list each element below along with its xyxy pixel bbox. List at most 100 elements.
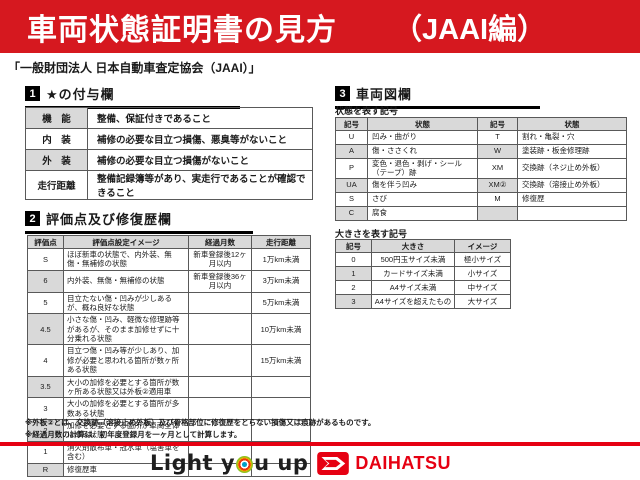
light-you-up-slogan: Light y u up <box>150 451 308 475</box>
table-header-row: 記号 状態 記号 状態 <box>335 117 627 131</box>
column-header: イメージ <box>454 239 511 253</box>
table-row: 3.5 大小の加修を必要とする箇所が数ヶ所ある状態又は外板②適用車 <box>27 375 311 399</box>
table-row: 機 能整備、保証付きであること <box>25 107 313 129</box>
section2-header: 2 評価点及び修復歴欄 <box>25 209 253 234</box>
table-cell: 目立つ傷・凹み等が少しあり、加修が必要と思われる箇所が数ヶ所ある状態 <box>63 344 189 377</box>
condition-table-label: 状態を表す記号 <box>335 106 399 116</box>
table-cell: 交換跡（ネジ止め外板） <box>517 157 627 180</box>
slogan-text-left: Light y <box>150 451 236 475</box>
table-cell: 整備記録簿等があり、実走行であることが確認できること <box>87 170 313 200</box>
table-cell: 走行距離 <box>25 170 88 200</box>
table-cell: 修復歴車 <box>63 462 189 477</box>
condition-symbols-table: 記号 状態 記号 状態 U 凹み・曲がり T 割れ・亀裂・穴 A 傷・ささくれ W 塗装跡・板… <box>335 117 627 222</box>
table-cell: XM <box>477 157 518 180</box>
footnotes: ※外板②とは、交換跡（溶接止め外板）及び骨格部位に修復歴をとらない損傷又は痕跡が… <box>25 417 375 440</box>
table-cell <box>188 375 252 399</box>
table-cell: 交換跡（溶接止め外板） <box>517 178 627 194</box>
table-cell: 大サイズ <box>454 294 511 309</box>
table-cell: U <box>335 130 368 145</box>
table-cell: 機 能 <box>25 107 88 129</box>
table-row: 内 装補修の必要な目立つ損傷、悪臭等がないこと <box>25 128 313 150</box>
table-cell: 4.5 <box>27 313 64 346</box>
table-cell <box>477 206 518 222</box>
daihatsu-logo: DAIHATSU <box>317 451 451 475</box>
table-cell: A <box>335 144 368 159</box>
table-cell: 内 装 <box>25 128 88 150</box>
size-symbols-table: 記号 大きさ イメージ 0 500円玉サイズ未満 極小サイズ 1 カードサイズ未満 小サイ… <box>335 239 511 309</box>
table-cell: 5万km未満 <box>251 291 311 315</box>
table-cell: 5 <box>27 291 64 315</box>
column-header: 評価点 <box>27 235 64 249</box>
column-header: 経過月数 <box>188 235 252 249</box>
table-cell: 外 装 <box>25 149 88 171</box>
table-cell: 大小の加修を必要とする箇所が数ヶ所ある状態又は外板②適用車 <box>63 375 189 399</box>
table-row: 1 消火剤散布車・冠水車（塩害車を含む） <box>27 440 311 464</box>
table-cell: 中サイズ <box>454 280 511 295</box>
table-cell: W <box>477 144 518 159</box>
table-cell: 補修の必要な目立つ損傷がないこと <box>87 149 313 171</box>
section3-number-badge: 3 <box>335 86 350 101</box>
column-header: 記号 <box>335 117 368 131</box>
table-cell: 傷を伴う凹み <box>367 178 478 194</box>
section2-number-badge: 2 <box>25 211 40 226</box>
table-cell: XM② <box>477 178 518 194</box>
table-cell: P <box>335 157 368 180</box>
table-row: C 腐食 <box>335 206 627 222</box>
table-cell <box>188 291 252 315</box>
table-cell: さび <box>367 192 478 208</box>
table-cell: 3 <box>335 294 372 309</box>
footer-divider-line <box>0 442 640 446</box>
table-cell: 15万km未満 <box>251 344 311 377</box>
column-header: 大きさ <box>371 239 455 253</box>
column-header: 記号 <box>335 239 372 253</box>
table-row: 走行距離 整備記録簿等があり、実走行であることが確認できること <box>25 170 313 200</box>
slogan-text-right: u up <box>254 451 309 475</box>
table-header-row: 評価点 評価点設定イメージ 経過月数 走行距離 <box>27 235 311 249</box>
table-cell: 極小サイズ <box>454 252 511 267</box>
table-row: 3 A4サイズを超えたもの 大サイズ <box>335 294 511 309</box>
table-cell: 3万km未満 <box>251 269 311 293</box>
table-row: 0 500円玉サイズ未満 極小サイズ <box>335 252 511 267</box>
table-cell: 内外装、無傷・無補修の状態 <box>63 269 189 293</box>
table-cell: 割れ・亀裂・穴 <box>517 130 627 145</box>
table-cell: 1万km未満 <box>251 248 311 271</box>
table-row: S ほぼ新車の状態で、内外装、無傷・無補修の状態 新車登録後12ヶ月以内 1万km未満 <box>27 248 311 271</box>
table-row: 4 目立つ傷・凹み等が少しあり、加修が必要と思われる箇所が数ヶ所ある状態 15万km… <box>27 344 311 377</box>
table-cell: 1 <box>335 266 372 281</box>
table-cell: 消火剤散布車・冠水車（塩害車を含む） <box>63 440 189 464</box>
table-row: 4.5 小さな傷・凹み、軽微な修理跡等があるが、そのまま加修せずに十分乗れる状態 1… <box>27 313 311 346</box>
table-row: UA 傷を伴う凹み XM② 交換跡（溶接止め外板） <box>335 178 627 194</box>
table-cell: ほぼ新車の状態で、内外装、無傷・無補修の状態 <box>63 248 189 271</box>
table-cell: カードサイズ未満 <box>371 266 455 281</box>
daihatsu-logo-icon <box>317 451 350 475</box>
table-row: 外 装補修の必要な目立つ損傷がないこと <box>25 149 313 171</box>
page-title-edition: （JAAI編） <box>393 13 547 46</box>
column-header: 状態 <box>517 117 627 131</box>
footer-branding: Light y u up DAIHATSU <box>150 449 451 477</box>
organization-subtitle: 「一般財団法人 日本自動車査定協会（JAAI）」 <box>8 61 261 75</box>
table-cell: 凹み・曲がり <box>367 130 478 145</box>
table-cell: 小さな傷・凹み、軽微な修理跡等があるが、そのまま加修せずに十分乗れる状態 <box>63 313 189 346</box>
table-cell: 小サイズ <box>454 266 511 281</box>
table-cell: A4サイズを超えたもの <box>371 294 455 309</box>
section3-header: 3 車両図欄 <box>335 84 540 109</box>
table-cell: 2 <box>335 280 372 295</box>
table-cell: UA <box>335 178 368 194</box>
table-cell: 新車登録後36ヶ月以内 <box>188 269 252 293</box>
table-cell: 4 <box>27 344 64 377</box>
table-cell: 変色・退色・剥げ・シール（テープ）跡 <box>367 157 478 180</box>
column-header: 走行距離 <box>251 235 311 249</box>
table-row: R 修復歴車 <box>27 462 311 477</box>
table-cell: 6 <box>27 269 64 293</box>
table-cell: T <box>477 130 518 145</box>
table-row: 6 内外装、無傷・無補修の状態 新車登録後36ヶ月以内 3万km未満 <box>27 269 311 293</box>
table-row: P 変色・退色・剥げ・シール（テープ）跡 XM 交換跡（ネジ止め外板） <box>335 157 627 180</box>
table-cell: 腐食 <box>367 206 478 222</box>
table-cell <box>517 206 627 222</box>
section3-title: 車両図欄 <box>356 87 413 102</box>
table-cell: S <box>335 192 368 208</box>
table-cell: 整備、保証付きであること <box>87 107 313 129</box>
table-cell: 2 <box>27 419 64 442</box>
grade-history-table: 評価点 評価点設定イメージ 経過月数 走行距離 S ほぼ新車の状態で、内外装、無傷… <box>27 235 311 477</box>
